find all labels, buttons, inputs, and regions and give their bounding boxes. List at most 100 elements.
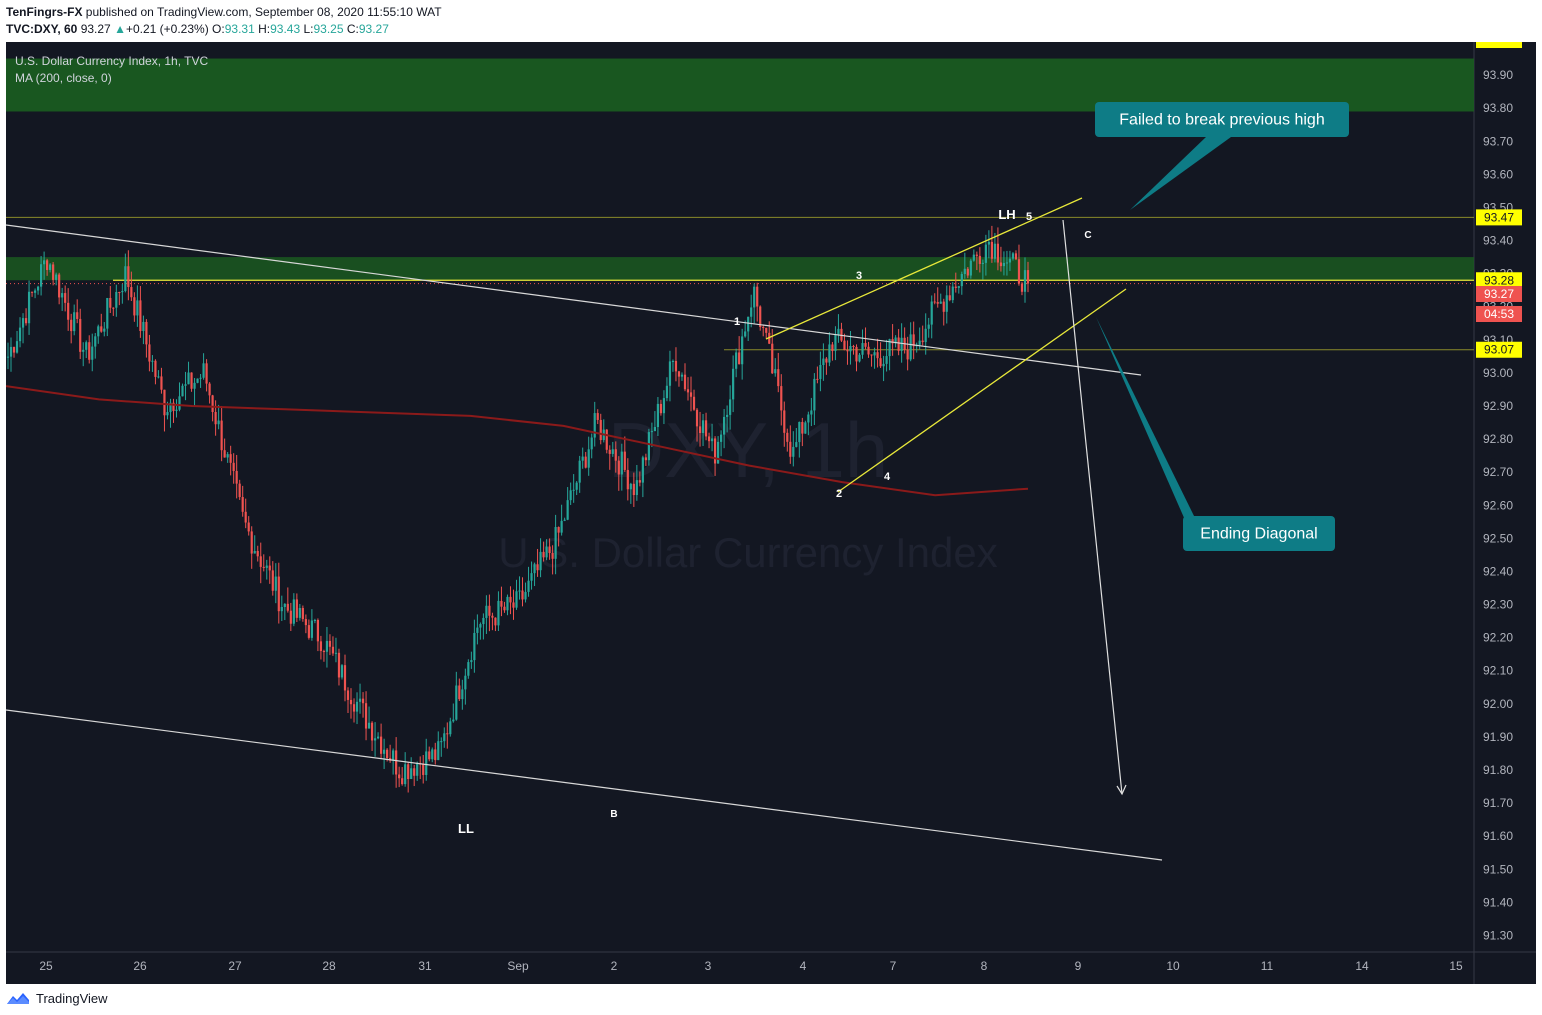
candle-body [443, 733, 446, 742]
candle-body [431, 749, 434, 760]
candle-body [987, 241, 990, 245]
candle-body [587, 449, 590, 468]
candle-body [416, 763, 419, 776]
candle-body [891, 339, 894, 344]
candle-body [413, 768, 416, 776]
candle-body [933, 301, 936, 303]
wedge-lower-line [837, 288, 1127, 493]
candle-body [756, 286, 759, 307]
candle-body [310, 620, 313, 638]
price-badge-label: 93.07 [1484, 343, 1514, 357]
close-label: C: [346, 22, 359, 36]
candle-body [434, 749, 437, 761]
candle-body [966, 268, 969, 276]
candle-body [337, 652, 341, 678]
candle-body [15, 341, 19, 353]
candle-body [759, 306, 762, 328]
author-name[interactable]: TenFingrs-FX [6, 5, 83, 19]
candle-body [313, 619, 317, 621]
candle-body [888, 339, 891, 357]
time-tick-label: 26 [133, 959, 147, 973]
candle-body [166, 412, 169, 416]
candle-body [765, 327, 768, 333]
candle-body [298, 608, 301, 618]
candle-body [169, 402, 172, 413]
candle-body [626, 469, 629, 490]
candle-body [82, 349, 85, 352]
candle-body [130, 287, 133, 298]
price-tick-label: 92.90 [1483, 399, 1513, 413]
price-chart[interactable]: DXY, 1hU.S. Dollar Currency IndexFailed … [6, 42, 1536, 984]
price-tick-label: 93.60 [1483, 167, 1513, 181]
candle-body [521, 590, 524, 600]
candle-body [707, 436, 711, 442]
candle-body [599, 419, 602, 441]
lh-label: LH [998, 207, 1015, 222]
chart-area[interactable]: DXY, 1h U.S. Dollar Currency Index Failed … [6, 42, 1536, 984]
candle-body [713, 438, 717, 464]
candle-body [485, 605, 488, 618]
candle-body [539, 551, 542, 571]
time-tick-label: 14 [1355, 959, 1369, 973]
footer-brand: TradingView [36, 990, 108, 1006]
ending-callout-text: Ending Diagonal [1200, 526, 1317, 543]
candle-body [665, 385, 669, 399]
candle-body [575, 482, 578, 490]
candle-body [662, 398, 666, 414]
candle-body [1020, 283, 1024, 292]
candle-body [942, 301, 945, 312]
candle-body [94, 336, 97, 347]
candle-body [503, 606, 506, 611]
price-tick-label: 91.50 [1483, 862, 1513, 876]
candle-body [199, 377, 202, 379]
candle-body [9, 346, 13, 357]
tradingview-footer[interactable]: TradingView [6, 988, 108, 1008]
candle-body [226, 454, 229, 458]
candle-body [1026, 270, 1030, 284]
price-tick-label: 92.40 [1483, 564, 1513, 578]
candle-body [112, 307, 115, 309]
candle-body [894, 337, 897, 344]
candle-body [217, 420, 220, 425]
candle-body [277, 576, 280, 612]
candle-body [479, 624, 482, 628]
candle-body [358, 698, 362, 702]
price-tick-label: 91.70 [1483, 796, 1513, 810]
candle-body [909, 334, 912, 360]
candle-body [395, 750, 398, 775]
price-tick-label: 92.70 [1483, 465, 1513, 479]
legend-indicator: MA (200, close, 0) [15, 71, 112, 85]
candle-body [813, 378, 816, 411]
candle-body [768, 332, 771, 344]
candle-body [373, 738, 377, 741]
price-tick-label: 91.40 [1483, 895, 1513, 909]
candle-body [777, 369, 780, 387]
candle-body [632, 483, 635, 496]
candle-body [584, 456, 587, 468]
candle-body [18, 327, 22, 342]
failed-callout-pointer [1130, 137, 1231, 210]
candle-body [1023, 270, 1027, 292]
candle-body [352, 704, 356, 712]
time-tick-label: 28 [322, 959, 336, 973]
failed-callout-box [1095, 102, 1349, 137]
candle-body [960, 274, 963, 287]
candle-body [864, 343, 867, 347]
low-label: L: [303, 22, 314, 36]
candle-body [515, 591, 518, 608]
candle-body [355, 701, 359, 712]
candle-body [840, 328, 843, 341]
candle-body [24, 318, 28, 324]
price-tick-label: 91.90 [1483, 730, 1513, 744]
candle-body [741, 336, 744, 365]
candle-body [295, 599, 298, 618]
candle-body [33, 290, 37, 293]
ending-callout-box [1183, 516, 1335, 551]
price-badge-label: 93.47 [1484, 210, 1514, 224]
candle-body [124, 266, 127, 292]
candle-body [133, 297, 136, 316]
candle-body [614, 449, 617, 461]
candle-body [623, 451, 626, 470]
wave-label-3: 3 [856, 270, 862, 282]
descending-trendline [6, 224, 1142, 376]
